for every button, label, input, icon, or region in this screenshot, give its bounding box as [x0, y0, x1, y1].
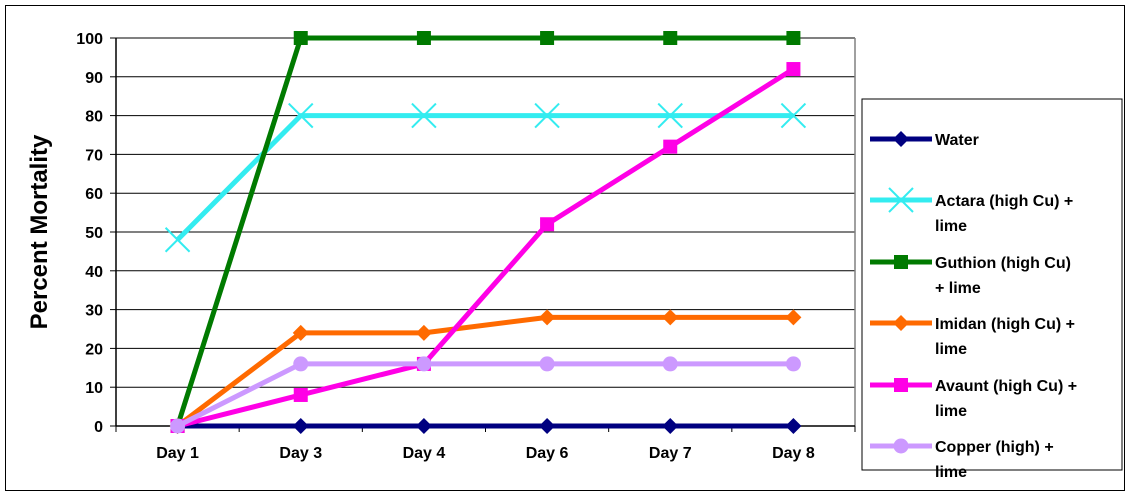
legend-label-imidan-high-cu-lime-2: lime	[935, 341, 967, 358]
series-actara-high-cu-lime	[164, 102, 807, 253]
legend: Water Actara (high Cu) + lime Guthion (high…	[861, 98, 1123, 481]
legend-label-imidan-high-cu-lime-1: Imidan (high Cu) +	[935, 316, 1075, 333]
point-actara-high-cu-lime-day-7	[657, 102, 683, 129]
legend-marker-imidan-high-cu-lime	[893, 315, 909, 331]
x-tick-label-day-8: Day 8	[772, 445, 815, 462]
point-guthion-high-cu-lime-day-7	[663, 31, 678, 45]
point-copper-high-lime-day-3	[293, 356, 309, 372]
legend-item-actara-high-cu-lime: Actara (high Cu) + lime	[870, 187, 1073, 235]
point-water-day-4	[415, 418, 432, 434]
legend-label-copper-high-lime-1: Copper (high) +	[935, 439, 1054, 456]
point-guthion-high-cu-lime-day-3	[293, 31, 308, 45]
y-tick-label-80: 80	[85, 109, 103, 126]
legend-marker-copper-high-lime	[893, 438, 909, 454]
legend-item-avaunt-high-cu-lime: Avaunt (high Cu) + lime	[870, 378, 1077, 420]
point-copper-high-lime-day-1	[170, 418, 186, 434]
point-water-day-3	[292, 418, 309, 434]
point-guthion-high-cu-lime-day-6	[540, 31, 555, 45]
legend-label-avaunt-high-cu-lime-2: lime	[935, 403, 967, 420]
point-avaunt-high-cu-lime-day-8	[786, 62, 801, 77]
legend-label-guthion-high-cu-lime-2: + lime	[935, 280, 981, 297]
point-imidan-high-cu-lime-day-6	[539, 309, 556, 326]
point-water-day-7	[662, 418, 679, 434]
point-guthion-high-cu-lime-day-8	[786, 31, 801, 45]
point-guthion-high-cu-lime-day-4	[416, 31, 431, 45]
legend-item-guthion-high-cu-lime: Guthion (high Cu) + lime	[870, 255, 1071, 297]
y-tick-label-40: 40	[85, 264, 103, 281]
legend-label-avaunt-high-cu-lime-1: Avaunt (high Cu) +	[935, 378, 1077, 395]
legend-marker-actara-high-cu-lime	[888, 187, 914, 213]
point-imidan-high-cu-lime-day-3	[292, 324, 309, 341]
y-tick-label-50: 50	[85, 225, 103, 242]
x-tick-label-day-4: Day 4	[403, 445, 446, 462]
y-tick-label-20: 20	[85, 341, 103, 358]
point-copper-high-lime-day-7	[662, 356, 678, 372]
series-line-copper-high-lime	[176, 361, 794, 429]
legend-label-actara-high-cu-lime-2: lime	[935, 218, 967, 235]
y-axis-ticks: 0 10 20 30 40 50 60 70 80 90 100	[76, 31, 116, 436]
legend-label-water: Water	[935, 132, 979, 149]
legend-box	[861, 98, 1123, 471]
x-tick-label-day-1: Day 1	[156, 445, 199, 462]
series-line-imidan-high-cu-lime	[176, 314, 794, 428]
legend-label-actara-high-cu-lime-1: Actara (high Cu) +	[935, 193, 1073, 210]
y-tick-label-0: 0	[94, 419, 103, 436]
y-tick-label-100: 100	[76, 31, 103, 48]
x-tick-label-day-3: Day 3	[279, 445, 322, 462]
point-avaunt-high-cu-lime-day-7	[663, 139, 678, 154]
point-actara-high-cu-lime-day-8	[780, 102, 807, 129]
legend-item-copper-high-lime: Copper (high) + lime	[870, 438, 1054, 481]
point-avaunt-high-cu-lime-day-3	[293, 387, 308, 402]
x-tick-label-day-6: Day 6	[526, 445, 569, 462]
y-tick-label-60: 60	[85, 186, 103, 203]
legend-item-water: Water	[870, 131, 979, 149]
series-group	[164, 31, 807, 434]
point-actara-high-cu-lime-day-6	[534, 102, 560, 129]
y-tick-label-90: 90	[85, 70, 103, 87]
series-copper-high-lime	[170, 356, 801, 434]
point-imidan-high-cu-lime-day-4	[415, 324, 432, 341]
series-line-guthion-high-cu-lime	[175, 35, 794, 427]
legend-marker-guthion-high-cu-lime	[894, 255, 908, 269]
point-copper-high-lime-day-8	[785, 356, 801, 372]
series-line-avaunt-high-cu-lime	[176, 66, 795, 429]
y-tick-label-70: 70	[85, 147, 103, 164]
series-water	[169, 418, 802, 434]
point-copper-high-lime-day-4	[416, 356, 432, 372]
y-tick-label-10: 10	[85, 380, 103, 397]
legend-item-imidan-high-cu-lime: Imidan (high Cu) + lime	[870, 315, 1075, 358]
x-axis-ticks: Day 1 Day 3 Day 4 Day 6 Day 7 Day 8	[115, 426, 856, 462]
point-copper-high-lime-day-6	[539, 356, 555, 372]
point-avaunt-high-cu-lime-day-6	[540, 217, 555, 232]
legend-marker-water	[893, 131, 909, 147]
y-axis-title: Percent Mortality	[26, 134, 53, 329]
legend-label-copper-high-lime-2: lime	[935, 464, 967, 481]
point-water-day-6	[539, 418, 556, 434]
legend-label-guthion-high-cu-lime-1: Guthion (high Cu)	[935, 255, 1071, 272]
point-actara-high-cu-lime-day-4	[411, 102, 437, 129]
gridlines	[116, 37, 855, 388]
y-tick-label-30: 30	[85, 303, 103, 320]
legend-marker-avaunt-high-cu-lime	[894, 378, 908, 392]
point-actara-high-cu-lime-day-3	[288, 102, 314, 129]
point-actara-high-cu-lime-day-1	[164, 227, 191, 253]
point-imidan-high-cu-lime-day-7	[662, 309, 679, 326]
x-tick-label-day-7: Day 7	[649, 445, 692, 462]
series-line-actara-high-cu-lime	[175, 113, 794, 242]
point-water-day-8	[785, 418, 802, 434]
point-imidan-high-cu-lime-day-8	[785, 309, 802, 326]
